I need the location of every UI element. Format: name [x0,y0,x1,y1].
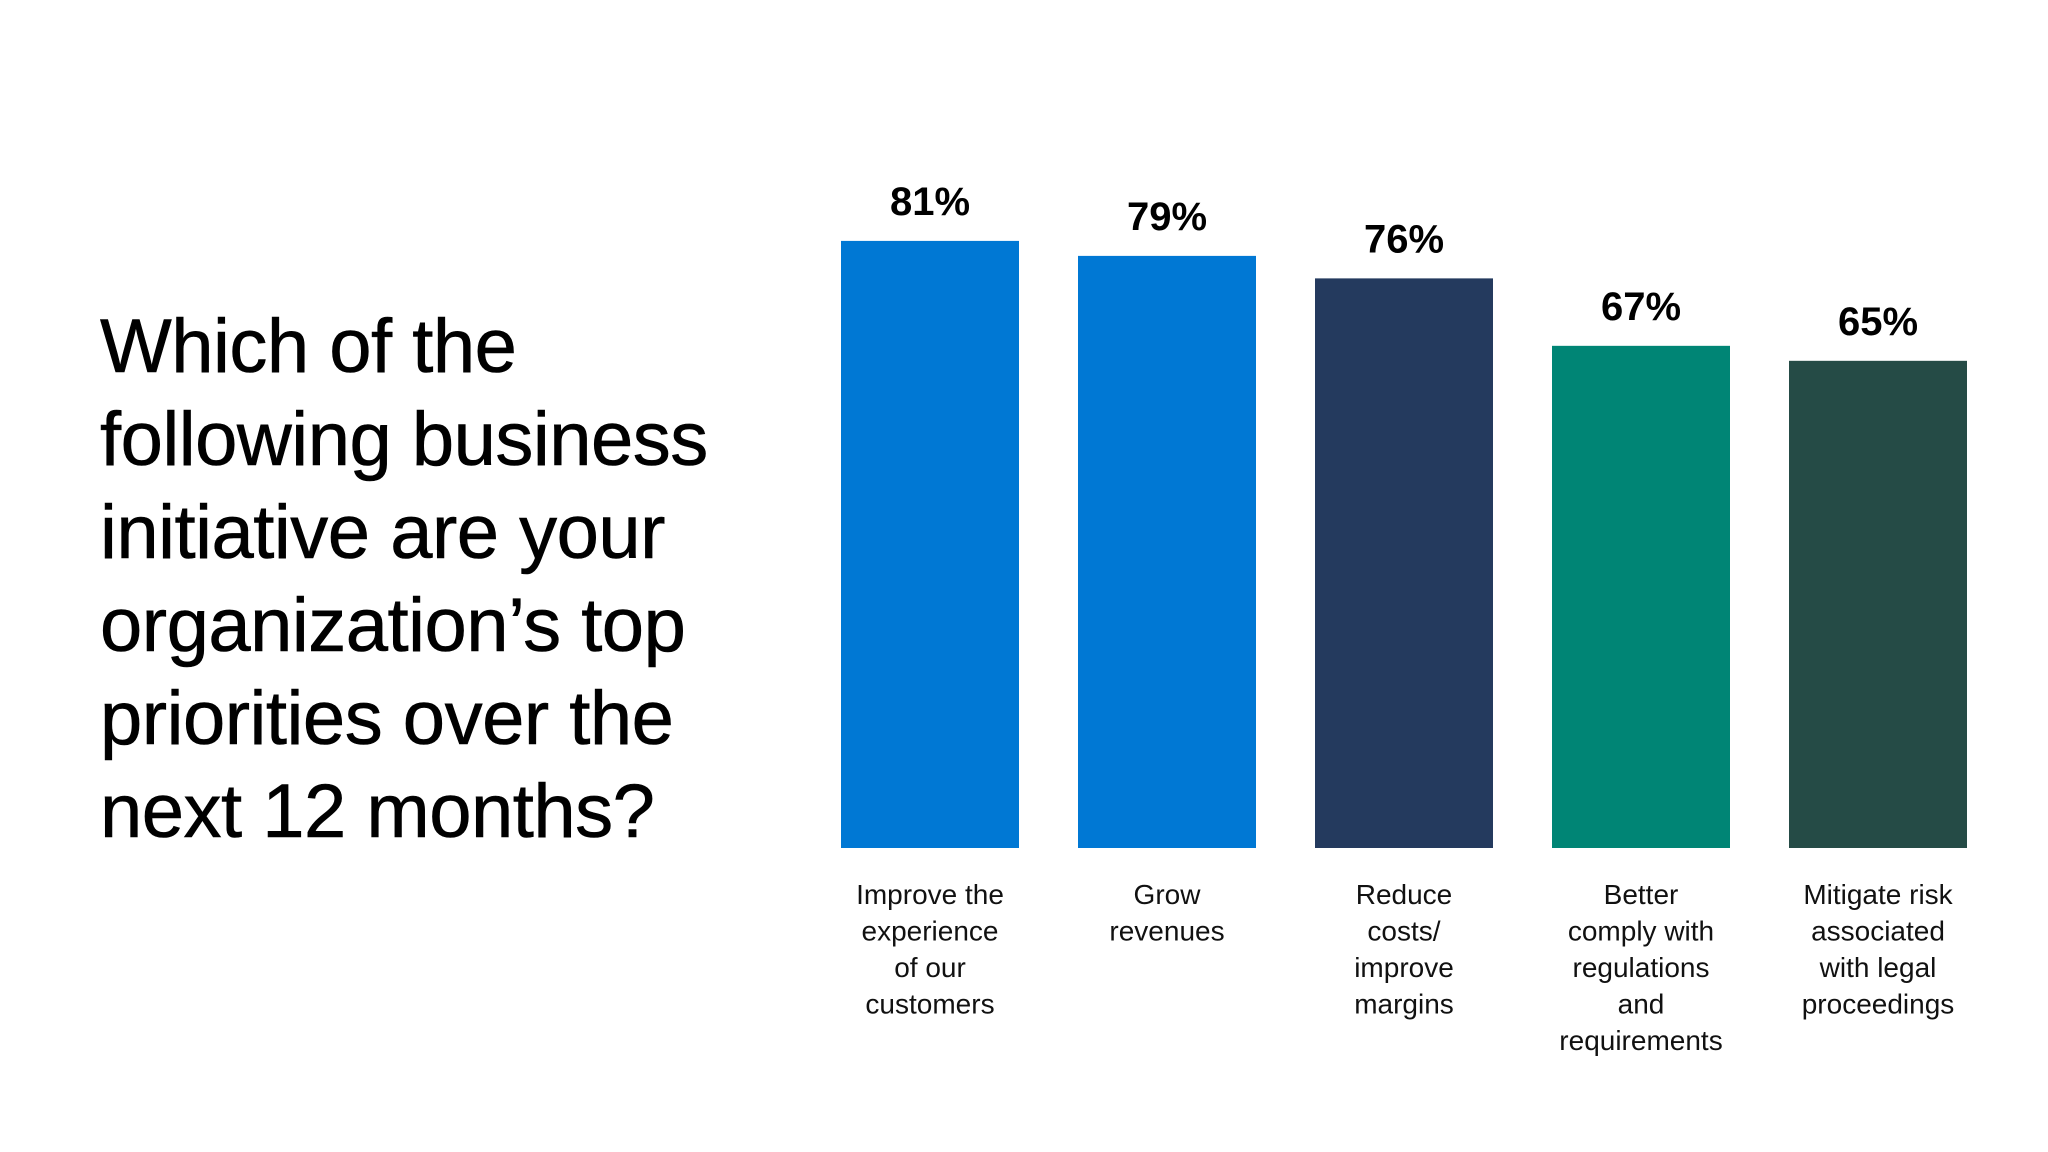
category-label-3: Reduce costs/improve margins [1354,879,1454,1020]
bar-2 [1078,255,1256,848]
bar-1 [841,240,1019,848]
category-label-line: Improve the [856,879,1004,910]
category-label-line: comply with [1568,916,1714,947]
bar-value-label-5: 65% [1838,300,1918,344]
category-label-line: of our [894,952,966,983]
category-label-line: revenues [1109,916,1224,947]
category-label-line: customers [865,989,994,1020]
category-label-line: costs/ [1367,916,1440,947]
category-label-line: Reduce [1356,879,1453,910]
category-label-line: associated [1811,916,1945,947]
category-label-line: Mitigate risk [1803,879,1953,910]
category-label-line: Better [1604,879,1679,910]
bar-4 [1552,345,1730,848]
bar-value-label-3: 76% [1364,217,1444,261]
category-label-2: Grow revenues [1109,879,1224,947]
category-label-line: margins [1354,989,1454,1020]
category-label-4: Better comply with regulations and requireme… [1559,879,1722,1056]
category-label-line: Grow [1134,879,1202,910]
category-label-line: with legal [1819,952,1937,983]
bar-value-label-4: 67% [1601,285,1681,329]
category-label-line: improve [1354,952,1454,983]
question-title: Which of the following business initiati… [100,304,709,855]
category-label-line: and [1618,989,1665,1020]
category-label-5: Mitigate risk associated with legal proceed… [1802,879,1955,1020]
category-label-line: experience [862,916,999,947]
category-label-line: requirements [1559,1025,1722,1056]
bar-value-label-1: 81% [890,180,970,224]
bar-5 [1789,360,1967,848]
bar-value-label-2: 79% [1127,195,1207,239]
category-label-1: Improve the experience of our customers [856,879,1004,1020]
category-label-line: regulations [1573,952,1710,983]
category-label-line: proceedings [1802,989,1955,1020]
bar-3 [1315,278,1493,848]
